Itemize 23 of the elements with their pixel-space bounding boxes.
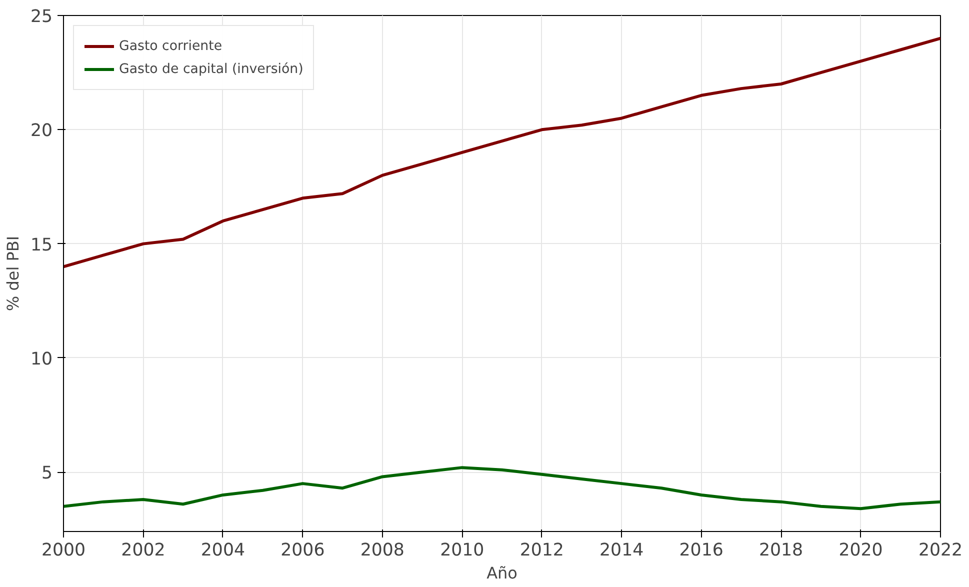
legend-label: Gasto de capital (inversión) xyxy=(119,62,304,76)
line-series xyxy=(64,466,940,510)
legend-label: Gasto corriente xyxy=(119,38,222,54)
x-tick-label: 2018 xyxy=(758,540,804,560)
x-tick-label: 2022 xyxy=(918,540,963,560)
x-tick-label: 2020 xyxy=(838,540,883,560)
x-tick-label: 2002 xyxy=(121,540,166,560)
x-tick-label: 2008 xyxy=(360,540,404,560)
y-tick-label: 15 xyxy=(30,235,53,256)
x-tick-label: 2012 xyxy=(520,540,564,560)
x-tick-label: 2006 xyxy=(280,540,325,560)
y-tick-label: 5 xyxy=(41,464,53,484)
y-tick-label: 20 xyxy=(30,121,53,142)
x-tick-label: 2014 xyxy=(600,540,644,560)
x-tick-label: 2010 xyxy=(440,540,484,560)
y-tick-label: 25 xyxy=(30,7,53,27)
y-tick-label: 10 xyxy=(30,349,53,370)
x-tick-label: 2000 xyxy=(41,540,86,560)
line-series xyxy=(64,36,940,268)
x-tick-label: 2016 xyxy=(679,540,724,560)
y-axis-title: % del PBI xyxy=(3,236,22,312)
x-tick-label: 2004 xyxy=(200,540,246,560)
x-axis-title: Año xyxy=(486,564,518,582)
